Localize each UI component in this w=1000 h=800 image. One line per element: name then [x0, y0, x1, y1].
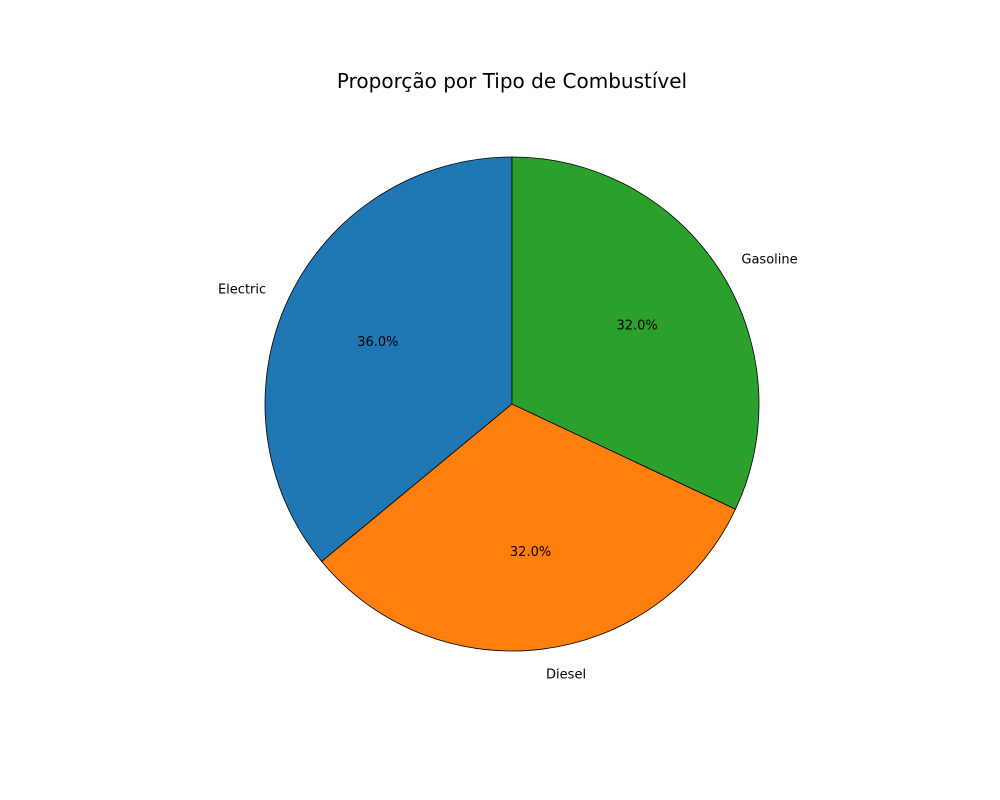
pie-labels: Electric 36.0% Diesel 32.0% Gasoline 32.0% [218, 252, 798, 682]
slice-percent-diesel: 32.0% [510, 545, 551, 560]
slice-label-gasoline: Gasoline [741, 252, 797, 267]
slice-percent-gasoline: 32.0% [616, 319, 657, 334]
pie-slice-gasoline [511, 156, 760, 510]
pie-slice-electric [264, 156, 513, 562]
slice-percent-electric: 36.0% [357, 335, 398, 350]
slice-label-diesel: Diesel [546, 668, 586, 683]
pie-slice-diesel [321, 403, 736, 652]
slice-label-electric: Electric [218, 282, 266, 297]
chart-title: Proporção por Tipo de Combustível [337, 69, 687, 93]
pie-slices [264, 156, 760, 652]
